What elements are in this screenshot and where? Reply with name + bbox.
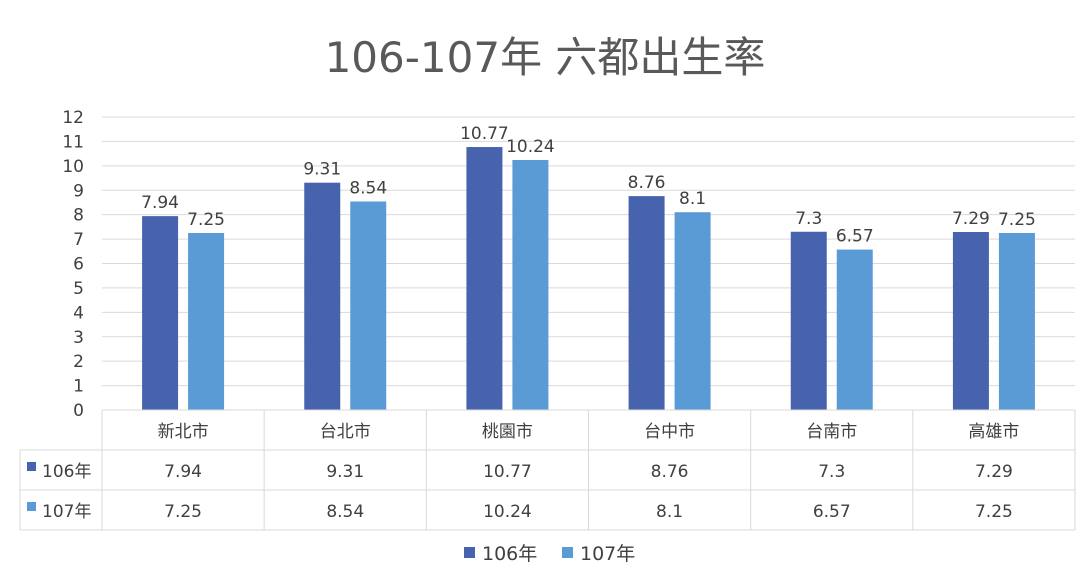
y-tick-label: 2 bbox=[73, 352, 84, 372]
y-tick-label: 9 bbox=[73, 181, 84, 201]
legend-label: 107年 bbox=[580, 543, 635, 565]
category-label: 台南市 bbox=[806, 422, 857, 442]
data-label: 7.25 bbox=[998, 210, 1036, 230]
data-label: 10.77 bbox=[460, 124, 509, 144]
data-table: 新北市 7.94 7.25 台北市 9.31 8.54 桃園市 10.77 10.24 台中市 8.… bbox=[19, 409, 1076, 531]
bar-107年 bbox=[998, 232, 1035, 410]
table-cell: 7.29 bbox=[975, 462, 1013, 482]
data-label: 8.76 bbox=[628, 173, 666, 193]
table-cell: 8.54 bbox=[326, 502, 364, 522]
category-label: 新北市 bbox=[158, 422, 209, 442]
bars bbox=[142, 147, 1035, 410]
data-label: 7.29 bbox=[952, 209, 990, 229]
bar-107年 bbox=[836, 249, 873, 410]
table-cell: 7.25 bbox=[975, 502, 1013, 522]
table-cell: 9.31 bbox=[326, 462, 364, 482]
y-tick-label: 10 bbox=[62, 157, 84, 177]
y-tick-label: 1 bbox=[73, 377, 84, 397]
table-cell: 7.25 bbox=[164, 502, 202, 522]
bar-106年 bbox=[790, 231, 827, 410]
data-label: 9.31 bbox=[303, 160, 341, 180]
y-tick-label: 12 bbox=[62, 108, 84, 128]
data-label: 7.25 bbox=[187, 210, 225, 230]
bar-106年 bbox=[304, 182, 341, 410]
data-label: 10.24 bbox=[506, 137, 555, 157]
table-cell: 10.77 bbox=[483, 462, 532, 482]
bar-107年 bbox=[188, 232, 225, 410]
y-tick-label: 6 bbox=[73, 255, 84, 275]
bar-107年 bbox=[674, 212, 711, 410]
table-cell: 10.24 bbox=[483, 502, 532, 522]
table-cell: 7.3 bbox=[818, 462, 845, 482]
bar-106年 bbox=[142, 216, 179, 410]
bar-107年 bbox=[512, 159, 549, 410]
table-cell: 8.1 bbox=[656, 502, 683, 522]
y-tick-label: 3 bbox=[73, 328, 84, 348]
category-label: 高雄市 bbox=[968, 422, 1019, 442]
bar-106年 bbox=[466, 147, 503, 410]
y-tick-label: 4 bbox=[73, 303, 84, 323]
table-cell: 7.94 bbox=[164, 462, 202, 482]
category-label: 台中市 bbox=[644, 422, 695, 442]
y-tick-label: 8 bbox=[73, 206, 84, 226]
legend-swatch bbox=[562, 547, 573, 558]
table-series-label: 107年 bbox=[42, 502, 91, 522]
legend: 106年 107年 bbox=[464, 543, 635, 565]
data-label: 6.57 bbox=[836, 227, 874, 247]
gridlines bbox=[102, 116, 1075, 411]
y-tick-label: 5 bbox=[73, 279, 84, 299]
y-tick-label: 11 bbox=[62, 132, 84, 152]
table-legend-key bbox=[27, 502, 36, 511]
legend-swatch bbox=[464, 547, 475, 558]
legend-label: 106年 bbox=[482, 543, 537, 565]
data-label: 7.94 bbox=[141, 193, 179, 213]
y-tick-label: 0 bbox=[73, 401, 84, 421]
table-legend-key bbox=[27, 462, 36, 471]
bar-106年 bbox=[952, 232, 989, 410]
category-label: 桃園市 bbox=[482, 422, 533, 442]
data-label: 8.54 bbox=[349, 178, 387, 198]
category-label: 台北市 bbox=[320, 422, 371, 442]
chart-title: 106-107年 六都出生率 bbox=[325, 33, 766, 82]
y-tick-label: 7 bbox=[73, 230, 84, 250]
data-label: 7.3 bbox=[795, 209, 822, 229]
table-cell: 8.76 bbox=[651, 462, 689, 482]
table-series-label: 106年 bbox=[42, 462, 91, 482]
data-label: 8.1 bbox=[679, 189, 706, 209]
bar-107年 bbox=[350, 201, 387, 410]
bar-106年 bbox=[628, 196, 665, 410]
table-cell: 6.57 bbox=[813, 502, 851, 522]
